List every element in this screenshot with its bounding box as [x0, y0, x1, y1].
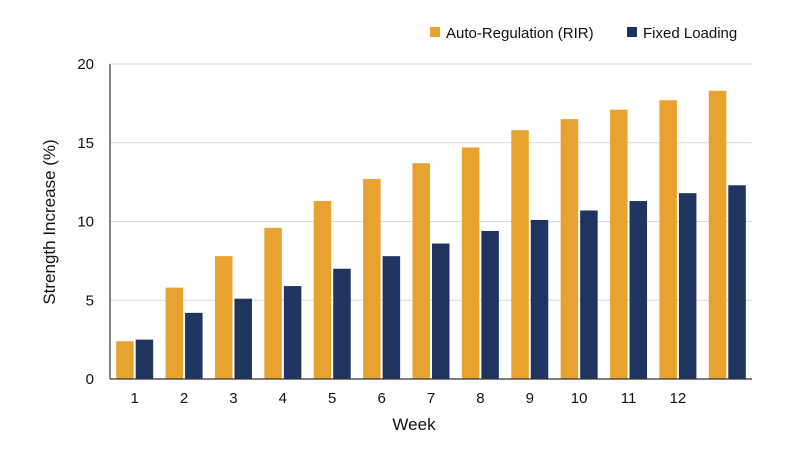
legend-label-auto-regulation: Auto-Regulation (RIR) — [446, 25, 594, 42]
bar-fixed-loading — [283, 286, 302, 379]
x-tick-label: 11 — [621, 390, 637, 407]
bar-auto-regulation — [461, 147, 480, 379]
bar-fixed-loading — [678, 193, 697, 379]
bar-auto-regulation — [214, 256, 233, 379]
x-tick-label: 12 — [670, 390, 687, 407]
x-tick-label: 1 — [131, 390, 139, 407]
bar-auto-regulation — [708, 90, 727, 380]
bar-fixed-loading — [333, 268, 351, 379]
bar-fixed-loading — [432, 243, 450, 379]
legend-swatch-auto-regulation — [430, 27, 440, 37]
x-tick-label: 6 — [377, 390, 385, 407]
x-tick-label: 10 — [571, 390, 588, 407]
bar-auto-regulation — [659, 100, 677, 379]
x-tick-label: 9 — [526, 390, 534, 407]
x-tick-label: 4 — [279, 390, 287, 407]
legend: Auto-Regulation (RIR) Fixed Loading — [430, 25, 737, 42]
bar-fixed-loading — [629, 201, 648, 379]
bar-fixed-loading — [135, 339, 154, 379]
bar-auto-regulation — [165, 287, 184, 379]
y-tick-label: 20 — [77, 56, 94, 73]
x-tick-label: 7 — [427, 390, 435, 407]
y-tick-label: 5 — [86, 292, 94, 309]
bar-auto-regulation — [412, 163, 430, 379]
legend-swatch-fixed-loading — [627, 27, 637, 37]
bar-fixed-loading — [580, 210, 598, 379]
bar-auto-regulation — [116, 341, 134, 379]
bar-fixed-loading — [530, 219, 549, 379]
x-axis-title: Week — [392, 415, 436, 434]
y-tick-label: 0 — [86, 371, 94, 388]
x-tick-label: 8 — [476, 390, 484, 407]
bar-fixed-loading — [728, 185, 746, 379]
bar-auto-regulation — [363, 178, 381, 379]
bar-auto-regulation — [264, 227, 282, 379]
bar-auto-regulation — [560, 119, 579, 379]
x-tick-label: 5 — [328, 390, 336, 407]
bar-fixed-loading — [382, 256, 401, 379]
y-tick-label: 15 — [77, 135, 94, 152]
bars — [116, 90, 746, 380]
y-axis-title: Strength Increase (%) — [40, 139, 59, 304]
bar-fixed-loading — [185, 312, 203, 379]
bar-fixed-loading — [234, 298, 252, 379]
x-tick-label: 2 — [180, 390, 188, 407]
bar-auto-regulation — [511, 130, 529, 379]
y-tick-label: 10 — [77, 214, 94, 231]
legend-label-fixed-loading: Fixed Loading — [643, 25, 737, 42]
x-tick-label: 3 — [229, 390, 237, 407]
gridlines — [110, 63, 752, 301]
bar-auto-regulation — [313, 201, 332, 379]
bar-auto-regulation — [610, 109, 628, 380]
bar-fixed-loading — [481, 230, 499, 379]
